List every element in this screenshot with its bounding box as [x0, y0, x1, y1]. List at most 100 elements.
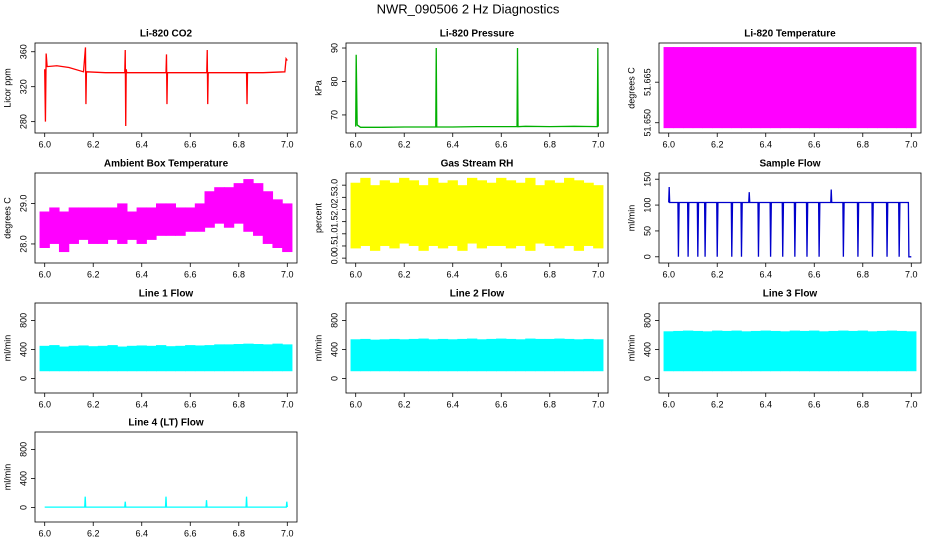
band-bar: [906, 331, 917, 372]
band-bar: [741, 47, 752, 129]
x-tick-label: 6.4: [446, 139, 459, 149]
band-bar: [809, 330, 820, 372]
panel-title: Li-820 Pressure: [440, 29, 515, 40]
band-bar: [58, 346, 70, 372]
band-bar: [760, 47, 771, 129]
page-title: NWR_090506 2 Hz Diagnostics: [377, 1, 560, 16]
band-bar: [573, 180, 585, 251]
band-bar: [117, 203, 128, 244]
band-bar: [886, 330, 898, 372]
band-bar: [682, 47, 694, 129]
band-bar: [779, 331, 791, 372]
y-tick-label: 0: [329, 376, 339, 381]
panel: Line 3 Flow ml/min 6.0 6.2 6.4 6.6 6.8 7.0 0 400 8…: [626, 289, 922, 409]
band-bar: [702, 331, 713, 372]
band-bar: [692, 47, 703, 129]
band-bar: [544, 338, 555, 372]
y-tick-label: 80: [329, 76, 339, 86]
band-bar: [418, 185, 429, 251]
band-bar: [447, 180, 458, 246]
band-bar: [515, 182, 526, 246]
x-tick-label: 6.6: [495, 269, 508, 279]
x-tick-label: 6.6: [184, 528, 197, 538]
y-tick-label: 800: [18, 442, 28, 457]
panel: Li-820 CO2 Licor ppm 6.0 6.2 6.4 6.6 6.8 7.0 280…: [2, 29, 298, 149]
x-tick-label: 6.0: [349, 269, 362, 279]
band-bar: [185, 345, 196, 372]
band-bar: [136, 345, 147, 372]
band-bar: [867, 47, 878, 129]
band-bar: [564, 338, 575, 372]
x-tick-label: 7.0: [281, 528, 294, 538]
x-tick-label: 6.0: [662, 269, 675, 279]
y-tick-label: 100: [642, 198, 652, 213]
band-bar: [418, 338, 429, 372]
band-bar: [350, 339, 361, 372]
band-bar: [828, 330, 839, 372]
band-bar: [476, 339, 488, 372]
x-tick-label: 6.6: [808, 139, 821, 149]
panel: Ambient Box Temperature degrees C 6.0 6.2 6.…: [2, 159, 298, 279]
band-bar: [663, 331, 674, 372]
x-tick-label: 7.0: [281, 139, 294, 149]
panel: Line 4 (LT) Flow ml/min 6.0 6.2 6.4 6.6 6.8 7.0…: [2, 418, 298, 538]
band-bar: [97, 345, 109, 372]
band-bar: [350, 182, 361, 249]
band-bar: [262, 191, 274, 244]
band-bar: [253, 183, 264, 236]
plot-box: [34, 172, 298, 264]
series-line: [44, 47, 288, 127]
x-tick-label: 6.2: [87, 399, 100, 409]
band-bar: [39, 211, 50, 248]
band-bar: [466, 338, 478, 372]
band-bar: [554, 338, 565, 372]
band-bar: [847, 47, 859, 129]
band-bar: [88, 346, 99, 372]
band-bar: [117, 346, 128, 372]
band-bar: [534, 185, 546, 244]
band-bar: [466, 177, 478, 244]
band-bar: [828, 47, 839, 129]
marks: [44, 496, 288, 508]
y-axis-label: percent: [313, 202, 323, 233]
x-tick-label: 6.6: [808, 399, 821, 409]
band-bar: [223, 187, 235, 228]
plot-box: [345, 42, 609, 134]
y-tick-label: 0: [18, 376, 28, 381]
series-line: [355, 48, 599, 128]
band-bar: [204, 191, 215, 228]
band-bar: [437, 182, 449, 249]
y-tick-label: 0: [18, 505, 28, 510]
x-tick-label: 7.0: [281, 269, 294, 279]
plot-box: [345, 172, 609, 264]
x-tick-label: 6.0: [662, 399, 675, 409]
band-bar: [126, 211, 138, 240]
band-bar: [593, 339, 604, 372]
band-bar: [731, 47, 742, 129]
y-tick-label: 0.0: [329, 252, 339, 265]
band-bar: [39, 345, 50, 372]
band-bar: [155, 203, 167, 236]
band-bar: [486, 182, 497, 246]
x-tick-label: 6.2: [398, 399, 411, 409]
x-tick-label: 7.0: [592, 139, 605, 149]
band-bar: [525, 338, 536, 372]
band-bar: [223, 344, 235, 372]
band-bar: [233, 183, 244, 224]
x-tick-label: 6.6: [495, 399, 508, 409]
y-tick-label: 50: [642, 226, 652, 236]
x-tick-label: 6.8: [544, 399, 557, 409]
band-bar: [360, 338, 371, 372]
x-tick-label: 6.2: [87, 269, 100, 279]
panel: Li-820 Pressure kPa 6.0 6.2 6.4 6.6 6.8 7.0 70 80…: [313, 29, 609, 149]
band-bar: [721, 330, 733, 372]
x-tick-label: 6.6: [184, 269, 197, 279]
band-bar: [243, 179, 254, 232]
x-tick-label: 6.8: [233, 399, 246, 409]
panel-title: Sample Flow: [759, 159, 820, 170]
y-axis-label: ml/min: [313, 335, 323, 362]
band-bar: [399, 339, 410, 372]
band-bar: [253, 344, 264, 372]
band-bar: [49, 345, 60, 372]
